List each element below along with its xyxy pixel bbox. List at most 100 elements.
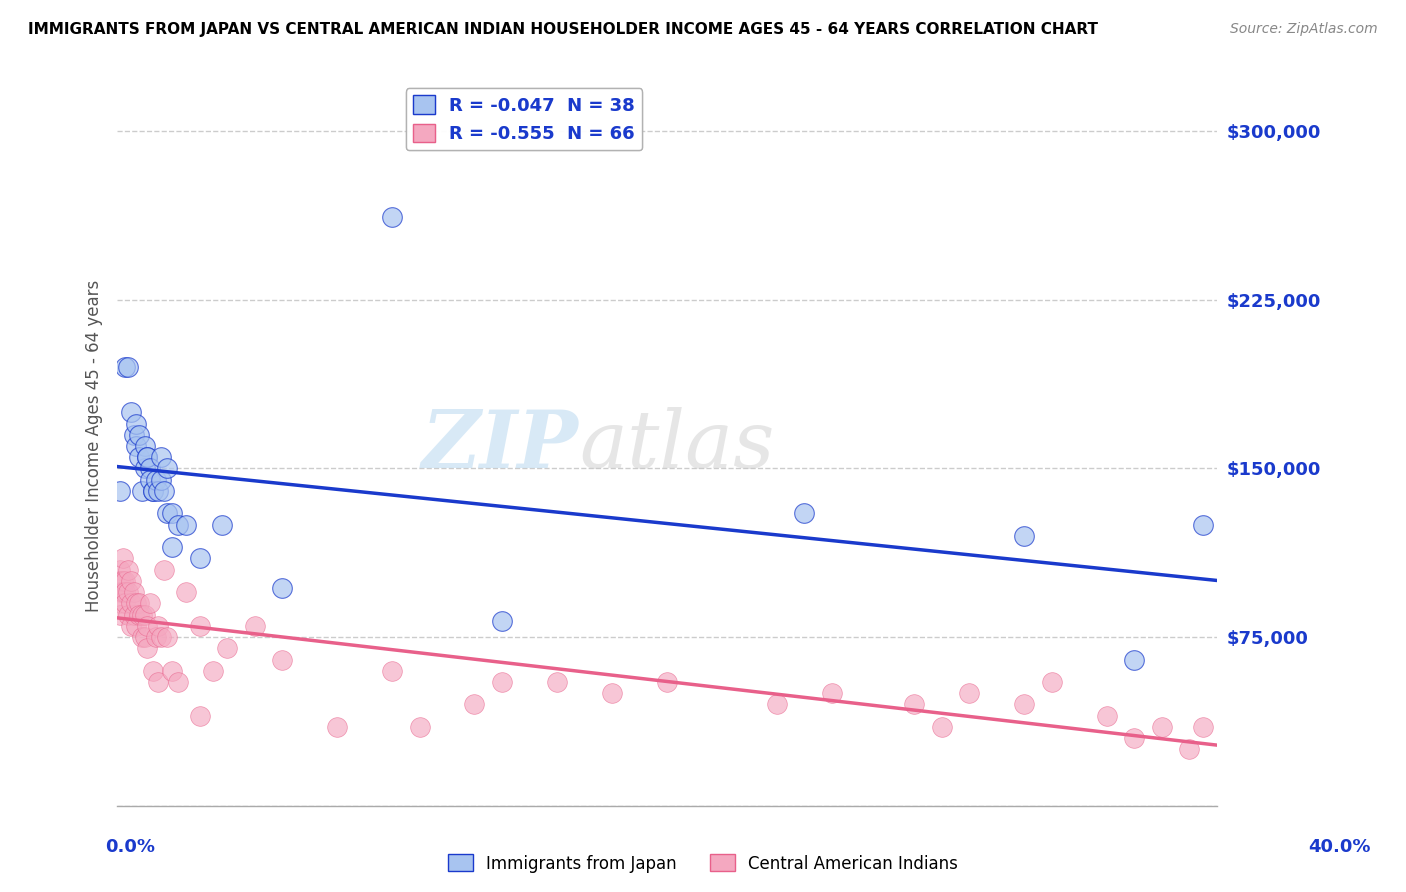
Point [1192,720,1215,734]
Point [131,607,153,622]
Point [188,551,211,566]
Point [153,483,176,498]
Point [1178,742,1201,756]
Point [326,720,349,734]
Point [166,517,188,532]
Point [111,585,134,599]
Point [120,596,142,610]
Point [1012,698,1035,712]
Point [134,607,156,622]
Point [117,563,139,577]
Point [108,596,131,610]
Point [491,615,513,629]
Point [188,619,211,633]
Point [108,585,131,599]
Point [136,450,159,465]
Point [243,619,266,633]
Text: atlas: atlas [579,408,775,484]
Point [903,698,925,712]
Point [174,517,197,532]
Point [150,630,173,644]
Point [120,405,142,419]
Point [117,360,139,375]
Point [145,630,167,644]
Point [202,664,225,678]
Point [122,607,145,622]
Point [117,607,139,622]
Point [160,540,183,554]
Point [114,574,136,588]
Point [217,641,239,656]
Point [134,461,156,475]
Legend: R = -0.047  N = 38, R = -0.555  N = 66: R = -0.047 N = 38, R = -0.555 N = 66 [406,88,643,151]
Point [271,652,294,666]
Point [600,686,623,700]
Point [491,675,513,690]
Point [142,483,165,498]
Point [108,483,131,498]
Point [153,563,176,577]
Point [1123,652,1146,666]
Point [156,461,179,475]
Text: IMMIGRANTS FROM JAPAN VS CENTRAL AMERICAN INDIAN HOUSEHOLDER INCOME AGES 45 - 64: IMMIGRANTS FROM JAPAN VS CENTRAL AMERICA… [28,22,1098,37]
Point [156,630,179,644]
Point [142,664,165,678]
Point [114,360,136,375]
Point [128,596,150,610]
Point [148,483,170,498]
Point [1150,720,1173,734]
Point [122,585,145,599]
Point [931,720,953,734]
Point [131,630,153,644]
Point [271,581,294,595]
Text: 0.0%: 0.0% [105,838,156,856]
Point [125,439,148,453]
Point [136,641,159,656]
Point [134,439,156,453]
Point [160,664,183,678]
Point [1040,675,1063,690]
Point [463,698,485,712]
Point [128,607,150,622]
Point [166,675,188,690]
Point [111,551,134,566]
Point [108,574,131,588]
Point [139,461,162,475]
Point [1192,517,1215,532]
Point [145,473,167,487]
Point [125,596,148,610]
Point [160,507,183,521]
Point [381,210,404,224]
Point [655,675,678,690]
Point [134,630,156,644]
Point [381,664,404,678]
Point [136,450,159,465]
Point [156,507,179,521]
Legend: Immigrants from Japan, Central American Indians: Immigrants from Japan, Central American … [441,847,965,880]
Text: ZIP: ZIP [422,408,579,484]
Point [111,574,134,588]
Point [211,517,233,532]
Point [793,507,815,521]
Point [142,483,165,498]
Point [108,607,131,622]
Point [150,473,173,487]
Point [139,596,162,610]
Point [148,619,170,633]
Point [188,708,211,723]
Point [766,698,789,712]
Point [108,563,131,577]
Point [408,720,430,734]
Point [128,450,150,465]
Point [150,450,173,465]
Point [136,619,159,633]
Point [546,675,568,690]
Point [114,585,136,599]
Point [122,427,145,442]
Point [1012,529,1035,543]
Point [120,574,142,588]
Point [1095,708,1118,723]
Point [1123,731,1146,746]
Text: 40.0%: 40.0% [1309,838,1371,856]
Point [957,686,980,700]
